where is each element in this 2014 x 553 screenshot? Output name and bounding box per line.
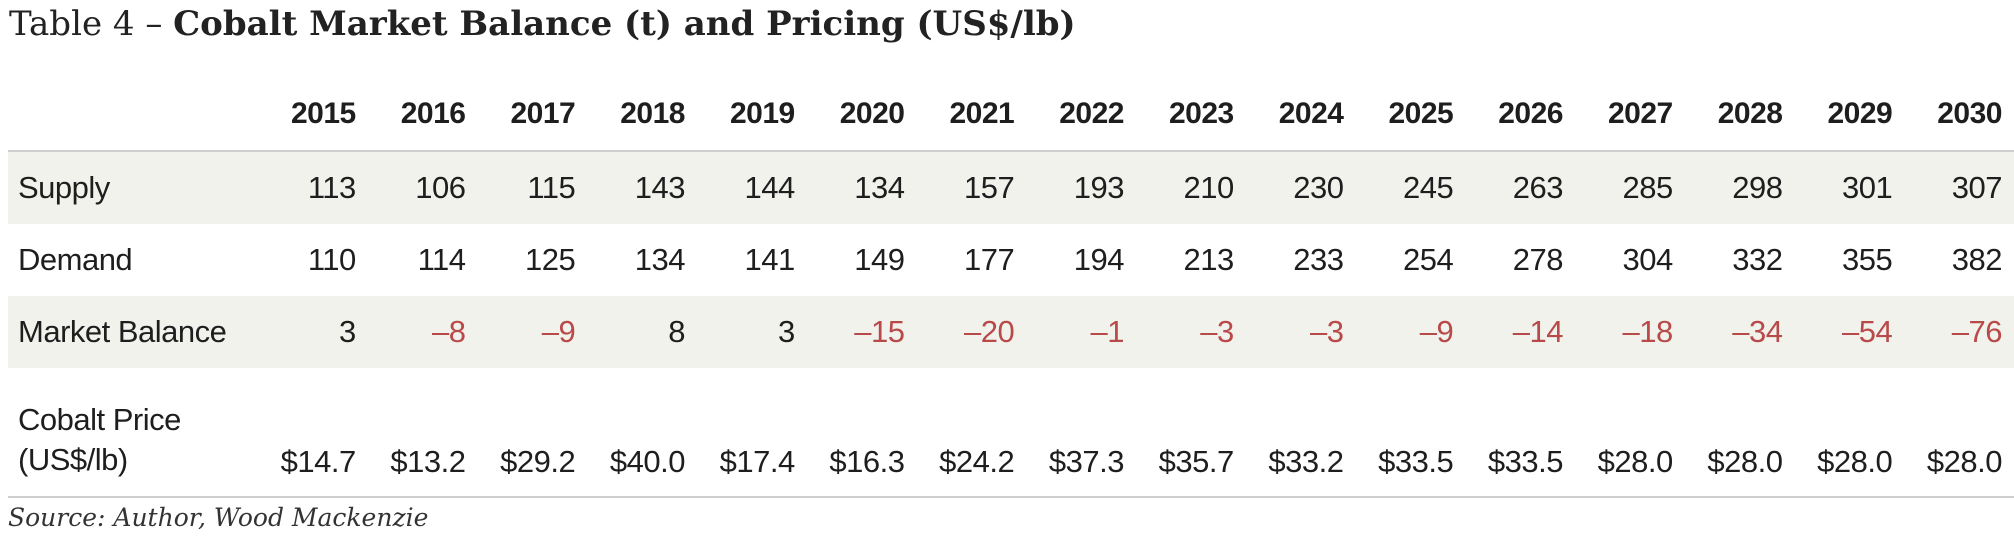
- table-cell: 3: [697, 296, 807, 368]
- table-cell: 278: [1512, 242, 1564, 277]
- table-cell: $28.0: [1904, 368, 2014, 498]
- year-header: 2018: [587, 78, 697, 152]
- year-header: 2020: [806, 78, 917, 152]
- row-label: Demand: [18, 242, 133, 277]
- table-row-supply: Supply 113 106 115 143 144 134 157 193 2…: [8, 151, 2014, 224]
- table-cell: 230: [1245, 151, 1356, 224]
- table-cell: $28.0: [1684, 368, 1795, 498]
- table-cell: $28.0: [1794, 368, 1905, 498]
- table-cell: –9: [477, 296, 588, 368]
- table-cell: $14.7: [258, 368, 368, 498]
- header-corner: [8, 78, 258, 152]
- table-cell: $37.3: [1026, 368, 1136, 498]
- table-row-market-balance: Market Balance 3 –8 –9 8 3 –15 –20 –1 –3…: [8, 296, 2014, 368]
- table-cell: –34: [1684, 296, 1795, 368]
- table-cell: $16.3: [806, 368, 917, 498]
- table-cell: 193: [1026, 151, 1136, 224]
- table-cell: 8: [587, 296, 697, 368]
- table-cell: –3: [1245, 296, 1356, 368]
- table-cell: $29.2: [477, 368, 588, 498]
- year-header: 2026: [1465, 78, 1575, 152]
- table-number: Table 4 –: [9, 4, 174, 44]
- table-cell: $35.7: [1136, 368, 1246, 498]
- table-title: Table 4 – Cobalt Market Balance (t) and …: [9, 2, 1076, 46]
- year-header: 2028: [1684, 78, 1795, 152]
- year-header: 2027: [1575, 78, 1685, 152]
- table-cell: 143: [587, 151, 697, 224]
- table-cell: 113: [258, 151, 368, 224]
- table-cell: 285: [1575, 151, 1685, 224]
- row-label: Supply: [8, 151, 258, 224]
- table-cell: –76: [1904, 296, 2014, 368]
- table-cell: 177: [964, 242, 1015, 277]
- row-label: Cobalt Price (US$/lb): [8, 368, 258, 498]
- table-cell: –9: [1355, 296, 1466, 368]
- table-cell: 125: [525, 242, 576, 277]
- table-cell: 3: [258, 296, 368, 368]
- table-cell: $40.0: [587, 368, 697, 498]
- table-cell: 115: [477, 151, 588, 224]
- table-cell: 301: [1794, 151, 1905, 224]
- header-row: 2015 2016 2017 2018 2019 2020 2021 2022 …: [8, 78, 2014, 152]
- table-cell: 134: [634, 242, 686, 277]
- table-cell: 298: [1684, 151, 1795, 224]
- table-cell: –18: [1575, 296, 1685, 368]
- table-cell: $28.0: [1575, 368, 1685, 498]
- table-cell: 110: [307, 242, 356, 277]
- table-caption: Cobalt Market Balance (t) and Pricing (U…: [173, 4, 1076, 44]
- table-cell: –14: [1465, 296, 1575, 368]
- table-cell: 157: [916, 151, 1027, 224]
- table-cell: $33.5: [1465, 368, 1575, 498]
- table-row-cobalt-price: Cobalt Price (US$/lb) $14.7 $13.2 $29.2 $…: [8, 368, 2014, 498]
- table-cell: 114: [417, 242, 466, 277]
- table-row-demand: Demand 110 114 125 134 141 149 177 194 2…: [8, 224, 2014, 296]
- source-note: Source: Author, Wood Mackenzie: [8, 503, 429, 532]
- table-cell: 355: [1842, 242, 1893, 277]
- row-label: Market Balance: [8, 296, 258, 368]
- year-header: 2030: [1904, 78, 2014, 152]
- year-header: 2024: [1245, 78, 1356, 152]
- year-header: 2017: [477, 78, 588, 152]
- table-cell: $33.5: [1355, 368, 1466, 498]
- table-cell: 213: [1183, 242, 1235, 277]
- table-cell: 210: [1136, 151, 1246, 224]
- table-cell: 149: [854, 242, 905, 277]
- table-cell: 141: [744, 242, 796, 277]
- table-cell: $13.2: [367, 368, 478, 498]
- table-cell: 233: [1293, 242, 1344, 277]
- table-cell: 106: [367, 151, 478, 224]
- table-cell: 134: [806, 151, 917, 224]
- table-cell: 307: [1904, 151, 2014, 224]
- table-cell: –8: [367, 296, 478, 368]
- table-cell: 144: [697, 151, 807, 224]
- year-header: 2021: [916, 78, 1027, 152]
- table-cell: $24.2: [916, 368, 1027, 498]
- table-cell: 304: [1622, 242, 1674, 277]
- year-header: 2019: [697, 78, 807, 152]
- table-cell: 254: [1403, 242, 1454, 277]
- year-header: 2029: [1794, 78, 1905, 152]
- table-cell: $17.4: [697, 368, 807, 498]
- table-cell: –20: [916, 296, 1027, 368]
- table-cell: 263: [1465, 151, 1575, 224]
- year-header: 2016: [367, 78, 478, 152]
- year-header: 2025: [1355, 78, 1466, 152]
- table-cell: 332: [1732, 242, 1783, 277]
- table-cell: –1: [1026, 296, 1136, 368]
- table-cell: $33.2: [1245, 368, 1356, 498]
- table-cell: –54: [1794, 296, 1905, 368]
- year-header: 2022: [1026, 78, 1136, 152]
- year-header: 2023: [1136, 78, 1246, 152]
- cobalt-market-table: 2015 2016 2017 2018 2019 2020 2021 2022 …: [8, 78, 2014, 498]
- year-header: 2015: [258, 78, 368, 152]
- row-label-line1: Cobalt Price: [18, 402, 181, 437]
- table-cell: 382: [1951, 242, 2003, 277]
- table-cell: 245: [1355, 151, 1466, 224]
- table-cell: –15: [806, 296, 917, 368]
- table-cell: 194: [1073, 242, 1125, 277]
- row-label-line2: (US$/lb): [18, 442, 128, 477]
- table-cell: –3: [1136, 296, 1246, 368]
